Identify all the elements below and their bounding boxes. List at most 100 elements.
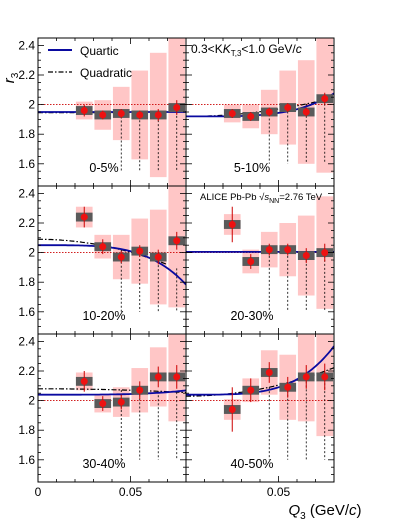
x-title-main: Q	[288, 502, 300, 519]
y-tick-label: 1.6	[18, 157, 35, 171]
data-point	[321, 373, 329, 381]
quartic-fit	[186, 345, 334, 396]
y-axis-title: r3	[1, 72, 21, 83]
x-tick-label: 0.05	[267, 485, 291, 499]
y-tick-label: 1.8	[18, 127, 35, 141]
y-tick-label: 1.8	[18, 275, 35, 289]
kt-lead: 0.3<K	[191, 42, 223, 56]
kt-rest: <1.0 GeV/	[241, 42, 296, 56]
y-tick-label: 2.4	[18, 38, 35, 52]
data-point	[154, 373, 162, 381]
x-tick-label: 0	[35, 485, 42, 499]
snn-s: s	[264, 192, 269, 203]
sqrt-symbol: √	[259, 192, 265, 203]
data-point	[154, 111, 162, 119]
data-point	[80, 107, 88, 115]
data-point	[99, 400, 107, 408]
y-title-main: r	[1, 77, 18, 83]
data-point	[117, 398, 125, 406]
data-point	[284, 383, 292, 391]
y-tick-label: 2	[28, 246, 35, 260]
x-title-close: )	[357, 502, 362, 519]
panel-plot-area	[186, 334, 334, 460]
kt-sub: T,3	[231, 49, 242, 58]
data-point	[117, 253, 125, 261]
data-point	[302, 373, 310, 381]
y-tick-label: 1.6	[18, 453, 35, 467]
y-tick-label: 2	[28, 394, 35, 408]
data-point	[173, 104, 181, 112]
data-point	[265, 246, 273, 254]
data-point	[247, 257, 255, 265]
data-point	[228, 109, 236, 117]
kt-K: K	[223, 42, 232, 56]
centrality-label: 20-30%	[230, 309, 273, 323]
x-title-sub: 3	[300, 511, 306, 522]
data-point	[173, 373, 181, 381]
legend-quadratic-label: Quadratic	[80, 66, 132, 80]
data-point	[80, 377, 88, 385]
data-point	[228, 405, 236, 413]
data-point	[284, 104, 292, 112]
x-axis-title: Q3 (GeV/c)	[288, 502, 361, 522]
y-tick-label: 2	[28, 98, 35, 112]
panel-10-20%: 1.6 1.8 2 2.2 2.4 10-20%	[18, 185, 187, 335]
centrality-label: 30-40%	[82, 457, 125, 471]
energy-value: =2.76 TeV	[279, 192, 323, 203]
data-point	[247, 112, 255, 120]
data-point	[99, 243, 107, 251]
x-title-unit-c: c	[349, 502, 357, 519]
y-tick-label: 1.8	[18, 423, 35, 437]
quartic-fit	[186, 92, 334, 118]
data-point	[154, 253, 162, 261]
data-point	[284, 246, 292, 254]
data-point	[173, 237, 181, 245]
y-title-sub: 3	[10, 72, 21, 78]
legend-quartic-label: Quartic	[80, 44, 119, 58]
data-point	[321, 249, 329, 257]
data-point	[247, 386, 255, 394]
data-point	[80, 213, 88, 221]
panel-plot-area	[38, 334, 186, 460]
centrality-label: 10-20%	[82, 309, 125, 323]
y-tick-label: 2.4	[18, 334, 35, 348]
x-title-unit: (GeV/	[306, 502, 350, 519]
y-tick-label: 2.2	[18, 216, 35, 230]
panel-40-50%: 0.05 40-50%	[185, 333, 335, 499]
data-point	[136, 111, 144, 119]
kt-c: c	[296, 42, 302, 56]
panel-0-5%: 1.6 1.8 2 2.2 2.4 0-5%	[18, 37, 187, 187]
panel-plot-area	[186, 38, 334, 173]
quartic-fit	[38, 244, 186, 286]
legend: Quartic Quadratic	[48, 44, 132, 80]
data-point	[228, 220, 236, 228]
quartic-fit	[38, 389, 186, 396]
kt-range-label: 0.3<KKT,3<1.0 GeV/c	[191, 42, 302, 58]
system-label: ALICE Pb-Pb √sNN=2.76 TeV	[200, 192, 323, 205]
centrality-label: 40-50%	[230, 457, 273, 471]
y-tick-label: 2.2	[18, 364, 35, 378]
quadratic-fit	[38, 388, 186, 394]
data-point	[265, 368, 273, 376]
data-point	[99, 111, 107, 119]
data-point	[136, 247, 144, 255]
centrality-label: 0-5%	[89, 161, 118, 175]
panel-20-30%: 20-30%	[185, 185, 335, 335]
data-point	[117, 109, 125, 117]
y-tick-label: 2.2	[18, 68, 35, 82]
panel-plot-area	[38, 186, 186, 312]
panel-plot-area	[38, 38, 186, 186]
data-point	[302, 252, 310, 260]
data-point	[265, 108, 273, 116]
system-name: ALICE Pb-Pb	[200, 192, 259, 203]
panel-plot-area	[186, 196, 334, 312]
data-point	[321, 95, 329, 103]
y-tick-label: 1.6	[18, 305, 35, 319]
y-tick-label: 2.4	[18, 186, 35, 200]
centrality-label: 5-10%	[234, 161, 270, 175]
x-tick-label: 0.05	[119, 485, 143, 499]
data-point	[136, 386, 144, 394]
snn-sub: NN	[269, 198, 279, 205]
panel-grid: 1.6 1.8 2 2.2 2.4 0-5% 5-10% 1.6 1.8 2 2.2 2.4 10-20…	[18, 37, 335, 499]
